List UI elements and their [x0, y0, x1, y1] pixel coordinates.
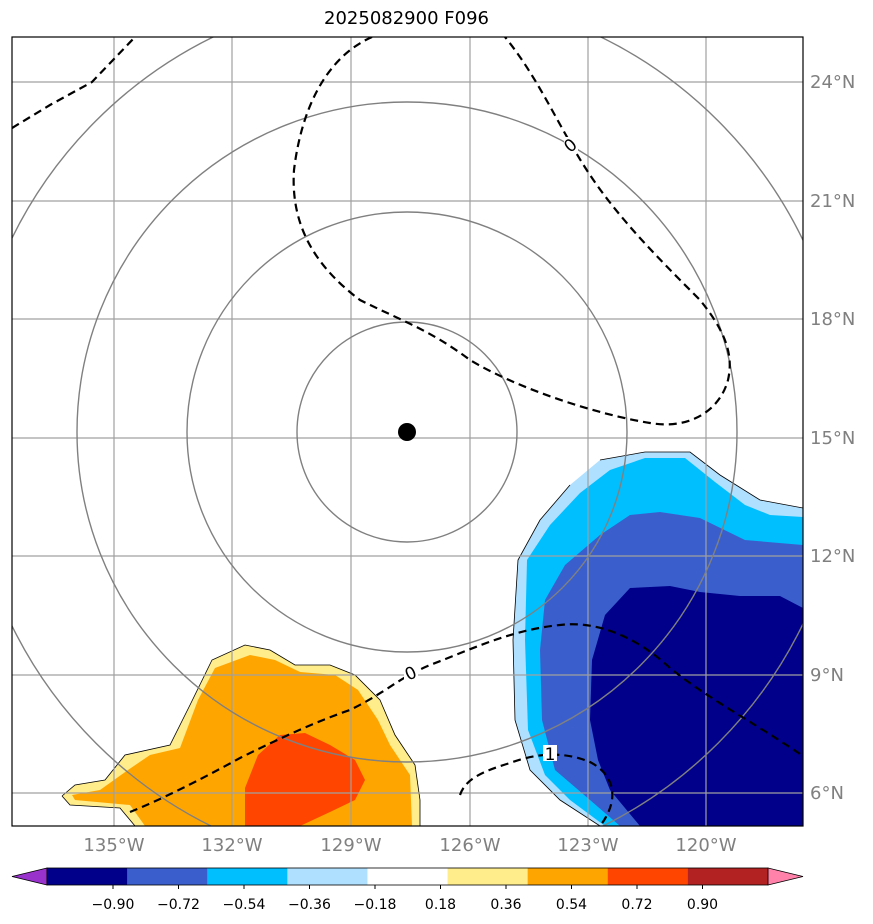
lat-label: 9°N — [810, 665, 844, 686]
colorbar-segment — [127, 868, 208, 885]
colorbar-segment — [367, 868, 449, 885]
contour-label-bg — [543, 745, 557, 761]
storm-center-marker — [398, 423, 416, 441]
lon-label: 132°W — [201, 835, 262, 856]
colorbar-frame — [46, 867, 769, 886]
colorbar-tick-label: 0.36 — [490, 897, 521, 913]
colorbar-extension-low — [11, 867, 48, 886]
colorbar-segment — [47, 868, 128, 885]
range-rings — [12, 37, 803, 826]
colorbar-extension-high — [767, 867, 804, 886]
colorbar-tick-label: −0.90 — [92, 897, 135, 913]
lon-label: 126°W — [439, 835, 500, 856]
colorbar-segment — [447, 868, 529, 885]
colorbar-tick-label: 0.54 — [556, 897, 587, 913]
longitude-labels: 135°W 132°W 129°W 126°W 123°W 120°W — [83, 835, 736, 856]
contour-label-bg — [404, 664, 418, 680]
colorbar-tick-label: −0.72 — [157, 897, 200, 913]
lat-label: 6°N — [810, 783, 844, 804]
lon-label: 135°W — [83, 835, 144, 856]
colorbar: −0.90 −0.72 −0.54 −0.36 −0.18 0.18 0.36 0.54 0.7… — [11, 867, 804, 913]
map-area: 0 0 1 — [12, 37, 803, 826]
colorbar-segment — [687, 868, 769, 885]
lon-label: 120°W — [675, 835, 736, 856]
colorbar-tick-label: −0.36 — [288, 897, 331, 913]
gridlines — [12, 37, 803, 826]
colorbar-segment — [287, 868, 368, 885]
colorbar-tick-label: −0.18 — [354, 897, 397, 913]
lat-label: 18°N — [810, 309, 855, 330]
contour-label: 1 — [545, 745, 556, 765]
anomaly-outline — [599, 451, 803, 509]
anomaly-outline — [512, 484, 601, 826]
negative-anomaly-dark — [590, 586, 803, 826]
anomaly-outline — [61, 795, 136, 826]
latitude-labels: 24°N 21°N 18°N 15°N 12°N 9°N 6°N — [810, 72, 855, 804]
map-title: 2025082900 F096 — [324, 8, 489, 29]
colorbar-tick-label: 0.72 — [621, 897, 652, 913]
lon-label: 129°W — [320, 835, 381, 856]
positive-anomaly-red — [245, 733, 365, 826]
lon-label: 123°W — [557, 835, 618, 856]
map-frame — [11, 36, 804, 827]
colorbar-tick-label: −0.54 — [223, 897, 266, 913]
lat-label: 15°N — [810, 428, 855, 449]
colorbar-tick-label: 0.18 — [425, 897, 456, 913]
colorbar-segment — [607, 868, 689, 885]
colorbar-tick-label: 0.90 — [687, 897, 718, 913]
lat-label: 21°N — [810, 191, 855, 212]
contour-label-bg — [564, 137, 578, 153]
colorbar-segment — [527, 868, 609, 885]
lat-label: 12°N — [810, 546, 855, 567]
lat-label: 24°N — [810, 72, 855, 93]
colorbar-segment — [207, 868, 288, 885]
